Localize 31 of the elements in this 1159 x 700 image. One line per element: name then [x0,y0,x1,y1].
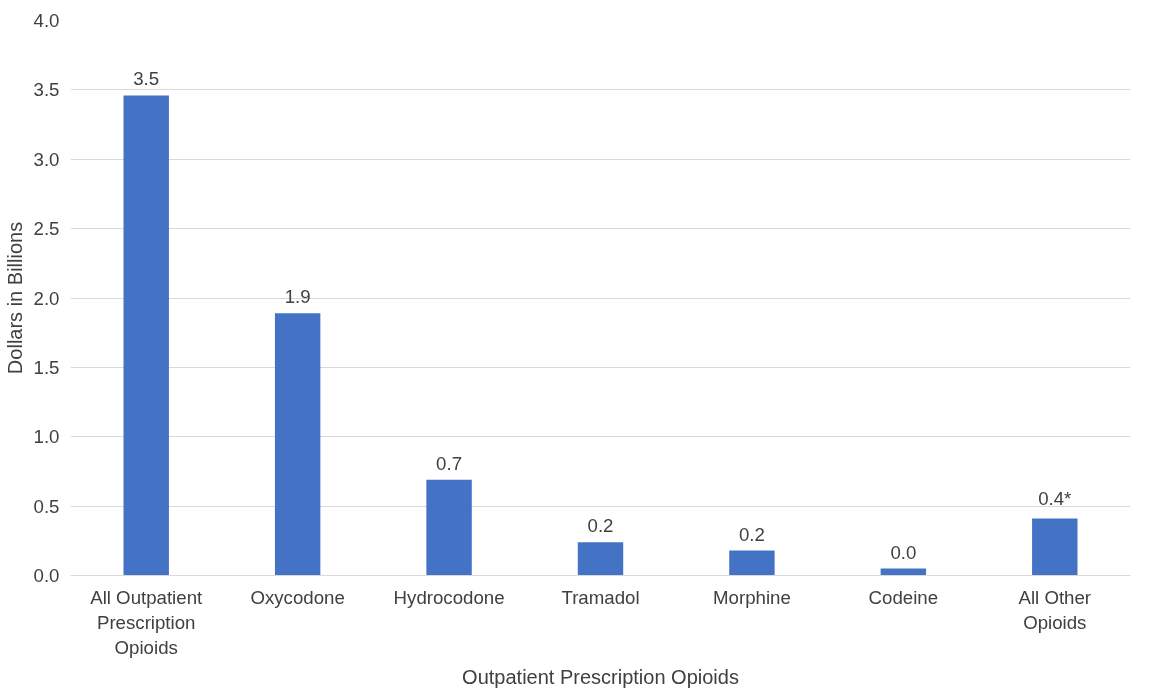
data-label: 0.7 [436,452,463,474]
y-tick-label: 3.0 [33,148,60,170]
x-tick-label: Tramadol [561,586,640,608]
bar [1032,518,1078,576]
data-label: 0.2 [738,523,765,545]
y-tick-label: 1.0 [33,426,60,448]
y-tick-label: 2.5 [33,218,60,240]
y-tick-label: 1.5 [33,356,60,378]
data-label: 3.5 [133,68,160,90]
y-tick-label: 2.0 [33,287,60,309]
y-tick-label: 0.0 [33,565,60,586]
bar [729,550,775,576]
bar [274,313,321,576]
y-tick-label: 4.0 [33,10,60,31]
bar [426,479,472,576]
x-tick-label: Morphine [713,586,791,608]
data-label: 0.4* [1038,487,1072,509]
x-tick-label: All Other Opioids [1018,586,1092,633]
y-axis-title: Dollars in Billions [3,221,26,375]
x-tick-label: All Outpatient Prescription Opioids [90,586,204,658]
y-tick-label: 3.5 [33,79,60,101]
x-tick-label: Hydrocodone [393,586,505,608]
x-axis-title: Outpatient Prescription Opioids [462,665,739,688]
x-tick-label: Oxycodone [250,586,345,608]
data-label: 1.9 [284,286,311,308]
x-tick-label: Codeine [868,586,939,608]
bar [123,95,169,576]
y-tick-label: 0.5 [33,495,60,517]
data-label: 0.0 [890,541,917,563]
data-label: 0.2 [587,515,614,537]
bar [577,542,624,576]
